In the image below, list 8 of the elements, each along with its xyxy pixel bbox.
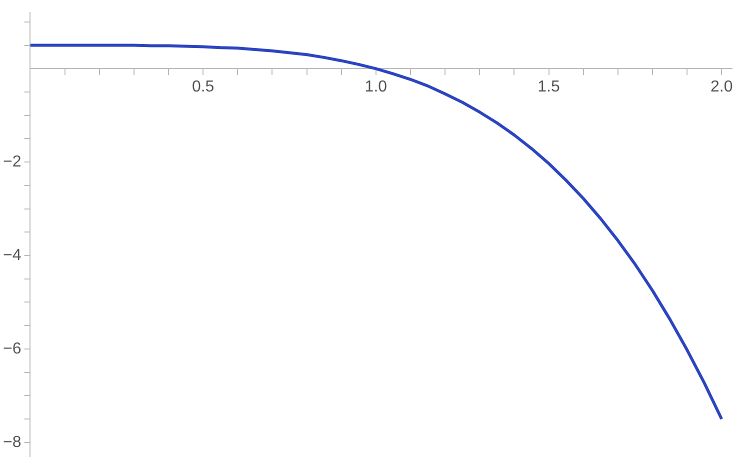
y-tick-label: −4	[2, 246, 22, 264]
y-tick-label: −6	[2, 340, 22, 358]
x-tick-label: 0.5	[192, 78, 214, 96]
y-tick-label: −2	[2, 153, 22, 170]
x-tick-label: 2.0	[710, 78, 733, 96]
x-tick-label: 1.5	[538, 78, 560, 96]
x-tick-label: 1.0	[364, 78, 388, 96]
y-tick-label: −8	[2, 434, 22, 451]
